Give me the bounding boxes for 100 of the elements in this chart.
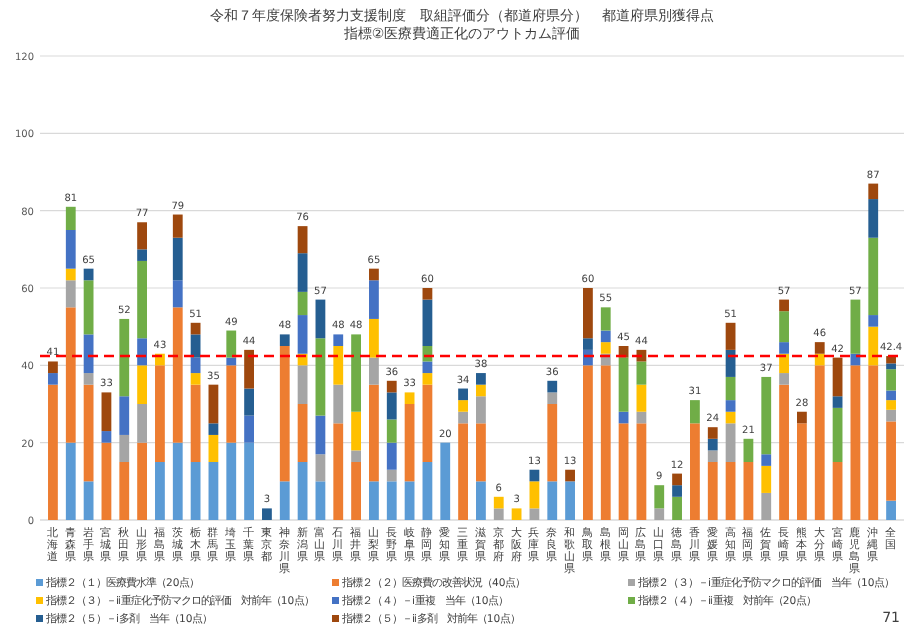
bar <box>172 442 183 520</box>
bar <box>511 508 522 520</box>
bar <box>886 409 896 422</box>
bar <box>725 400 736 412</box>
bar <box>137 260 147 339</box>
bar <box>886 400 896 410</box>
bar <box>618 423 629 520</box>
bar <box>297 253 308 292</box>
bar <box>761 465 772 493</box>
bar <box>779 299 789 312</box>
bar <box>315 299 326 339</box>
bar <box>244 349 254 389</box>
bar <box>351 411 361 451</box>
bar <box>832 407 843 462</box>
bar <box>279 481 290 520</box>
bar <box>333 346 344 385</box>
bar <box>832 357 843 397</box>
bar <box>65 307 76 443</box>
bar <box>814 365 825 520</box>
bar <box>440 442 451 520</box>
bar <box>386 442 397 470</box>
bar <box>208 384 219 424</box>
bar <box>529 481 540 509</box>
bar <box>761 454 772 466</box>
bar <box>707 438 718 451</box>
bar <box>814 342 825 354</box>
bar <box>654 508 665 520</box>
bar <box>476 373 486 385</box>
bar <box>832 396 843 408</box>
bar <box>65 280 76 308</box>
bar <box>137 222 147 250</box>
bar <box>351 450 361 462</box>
bar <box>386 481 397 520</box>
bar <box>583 365 593 520</box>
bar <box>583 288 593 339</box>
bar <box>600 365 611 520</box>
bar <box>779 384 789 520</box>
bar <box>333 384 344 424</box>
bar <box>458 400 468 412</box>
bar <box>547 481 558 520</box>
bar <box>404 481 415 520</box>
bar <box>279 334 290 346</box>
bar <box>297 315 308 354</box>
bar <box>386 419 397 443</box>
bar <box>404 404 415 482</box>
bar <box>65 442 76 520</box>
bar <box>493 508 504 520</box>
bar <box>369 318 379 358</box>
bar <box>369 268 379 281</box>
bar <box>636 384 647 412</box>
bar <box>529 508 540 520</box>
bar <box>725 376 736 401</box>
bar <box>155 365 165 462</box>
bar <box>761 492 772 520</box>
bar <box>369 280 379 319</box>
bar <box>779 342 789 354</box>
bar <box>707 450 718 462</box>
bar <box>743 462 754 520</box>
bar <box>600 307 611 331</box>
bar <box>119 434 130 462</box>
bar <box>868 326 879 366</box>
bar <box>886 363 896 370</box>
bar <box>172 280 183 308</box>
bar <box>636 361 647 385</box>
bar <box>832 462 843 520</box>
bar <box>226 365 237 443</box>
bar <box>725 322 736 350</box>
bar <box>65 268 76 281</box>
bar <box>297 291 308 316</box>
bar <box>779 353 789 374</box>
bar <box>83 334 94 374</box>
bar <box>48 373 58 385</box>
bar <box>297 462 308 520</box>
bar <box>226 442 237 520</box>
bar <box>672 473 682 486</box>
bar <box>101 431 112 443</box>
bar <box>172 214 183 238</box>
bar <box>279 346 290 482</box>
bar <box>315 338 326 416</box>
bar <box>636 423 647 520</box>
bar <box>190 373 201 385</box>
bar <box>65 206 76 230</box>
bar <box>886 369 896 391</box>
bar <box>190 384 201 462</box>
bar <box>761 376 772 455</box>
bar <box>868 315 879 327</box>
bar <box>208 423 219 435</box>
bar <box>725 423 736 462</box>
bar <box>244 415 254 443</box>
bar <box>422 384 433 462</box>
bar <box>369 384 379 482</box>
bar <box>172 307 183 443</box>
bar <box>190 334 201 358</box>
bar <box>386 380 397 393</box>
bar <box>779 311 789 343</box>
bar <box>422 462 433 520</box>
bar <box>850 299 861 354</box>
bar <box>476 423 486 482</box>
bar <box>476 384 486 397</box>
bar <box>476 481 486 520</box>
